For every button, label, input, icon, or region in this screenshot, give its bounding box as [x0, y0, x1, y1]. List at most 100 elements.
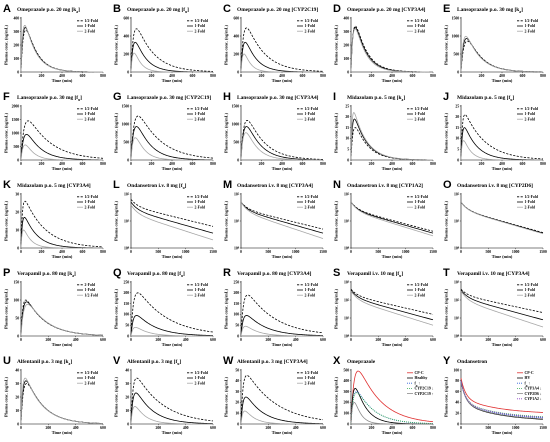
tick-label: 400	[389, 162, 395, 166]
tick-label: 800	[210, 74, 216, 78]
series-line	[460, 114, 544, 161]
legend-label: 1-Fold	[195, 200, 206, 204]
series-line	[130, 292, 214, 337]
tick-label: 800	[430, 426, 436, 430]
series-line	[130, 115, 214, 161]
series-line	[240, 201, 324, 234]
panel-T: T Verapamil i.v. 10 mg [CYP3A4] 100 101 102 1…	[443, 267, 546, 347]
legend-label: 1-Fold	[305, 200, 316, 204]
legend-label: 1/2-Fold	[415, 107, 429, 111]
tick-label: 10	[15, 228, 19, 232]
tick-label: 300	[343, 30, 349, 34]
legend-label: 2-Fold	[305, 205, 316, 209]
tick-label: 200	[123, 291, 129, 295]
panel-letter: H	[223, 91, 231, 103]
tick-label: 100	[123, 313, 129, 317]
tick-label: 100	[124, 246, 130, 251]
legend-label: 1-Fold	[525, 200, 536, 204]
y-axis-label: Plasma conc. (ng/mL)	[334, 200, 339, 241]
legend-label: 1-Fold	[195, 112, 206, 116]
tick-label: 600	[80, 74, 86, 78]
tick-label: 400	[123, 34, 129, 38]
tick-label: 200	[375, 338, 381, 342]
x-axis-label: Time (min)	[272, 166, 293, 171]
tick-label: 600	[520, 74, 526, 78]
tick-label: 300	[13, 30, 19, 34]
tick-label: 5	[347, 148, 349, 152]
tick-label: 0	[460, 426, 462, 430]
tick-label: 600	[410, 162, 416, 166]
y-axis-label: Plasma conc. (ng/mL)	[4, 24, 9, 65]
x-axis-label: Time (min)	[272, 430, 293, 435]
tick-label: 0	[17, 246, 19, 250]
y-axis-label: Plasma conc. (ng/mL)	[334, 24, 339, 65]
panel-P: P Verapamil p.o. 80 mg [ka] 0 50 100 150 0 200 4…	[3, 267, 106, 347]
legend-label: 2-Fold	[525, 117, 536, 121]
tick-label: 102	[454, 192, 460, 197]
series-line	[130, 52, 213, 73]
tick-label: 500	[485, 426, 491, 430]
series-line	[130, 204, 214, 241]
series-line	[460, 290, 544, 328]
panel-letter: J	[443, 91, 449, 103]
panel-title: Ondansetron i.v. 8 mg [fu]	[127, 183, 187, 190]
legend-label: 1/2-Fold	[85, 371, 99, 375]
tick-label: 0	[347, 70, 349, 74]
legend-label: 2-Fold	[415, 117, 426, 121]
tick-label: 100	[454, 246, 460, 251]
panel-title: Verapamil p.o. 80 mg [ka]	[17, 271, 76, 278]
tick-label: 100	[453, 368, 459, 372]
tick-label: 800	[100, 162, 106, 166]
series-line	[460, 38, 543, 73]
series-line	[350, 290, 434, 326]
tick-label: 500	[375, 250, 381, 254]
y-axis-label: Plasma conc. (ng/mL)	[334, 112, 339, 153]
x-axis-label: Time (min)	[272, 254, 293, 259]
series-line	[130, 41, 213, 73]
tick-label: 200	[343, 43, 349, 47]
tick-label: 0	[20, 162, 22, 166]
panel-I: I Midazolam p.o. 5 mg [ka] 0 5 10 15 20 25 0 200 4…	[333, 91, 436, 171]
tick-label: 600	[430, 338, 436, 342]
legend-label: 1-Fold	[85, 112, 96, 116]
panel-B: B Omeprazole p.o. 20 mg [fu] 0 200 400 600 0 20…	[113, 3, 216, 83]
series-line	[460, 35, 544, 73]
panel-title: Lansoprazole p.o. 30 mg [CYP3A4]	[237, 95, 319, 101]
legend-label: 2-Fold	[195, 117, 206, 121]
series-line	[20, 303, 104, 337]
series-line	[350, 401, 433, 425]
tick-label: 100	[233, 313, 239, 317]
tick-label: 400	[293, 338, 299, 342]
series-line	[350, 201, 434, 234]
tick-label: 100	[344, 334, 350, 339]
series-line	[240, 119, 324, 161]
tick-label: 101	[344, 316, 350, 321]
legend-label: 1-Fold	[195, 376, 206, 380]
tick-label: 400	[343, 16, 349, 20]
y-axis-label: Plasma conc. (ng/mL)	[114, 24, 119, 65]
series-line	[460, 380, 544, 420]
tick-label: 0	[127, 70, 129, 74]
panel-title: Omeprazole p.o. 20 mg [fu]	[127, 7, 189, 14]
panel-letter: O	[443, 179, 452, 191]
tick-label: 0	[237, 158, 239, 162]
tick-label: 600	[300, 162, 306, 166]
panel-title: Alfentanil p.o. 3 mg [CYP3A4]	[237, 359, 308, 365]
tick-label: 600	[410, 74, 416, 78]
tick-label: 40	[15, 368, 19, 372]
series-line	[20, 144, 103, 161]
legend-label: 2-Fold	[415, 205, 426, 209]
panel-G: G Lansoprazole p.o. 30 mg [CYP2C19] 0 500 10…	[113, 91, 216, 171]
tick-label: 200	[265, 426, 271, 430]
panel-C: C Omeprazole p.o. 20 mg [CYP2C19] 0 200 400 6…	[223, 3, 326, 83]
x-axis-label: Time (min)	[162, 430, 183, 435]
legend-label: 2-Fold	[525, 29, 536, 33]
series-line	[350, 289, 434, 321]
series-line	[460, 127, 543, 161]
panel-letter: N	[333, 179, 341, 191]
tick-label: 10	[125, 409, 129, 413]
tick-label: 600	[100, 426, 106, 430]
tick-label: 500	[13, 145, 19, 149]
tick-label: 200	[155, 426, 161, 430]
